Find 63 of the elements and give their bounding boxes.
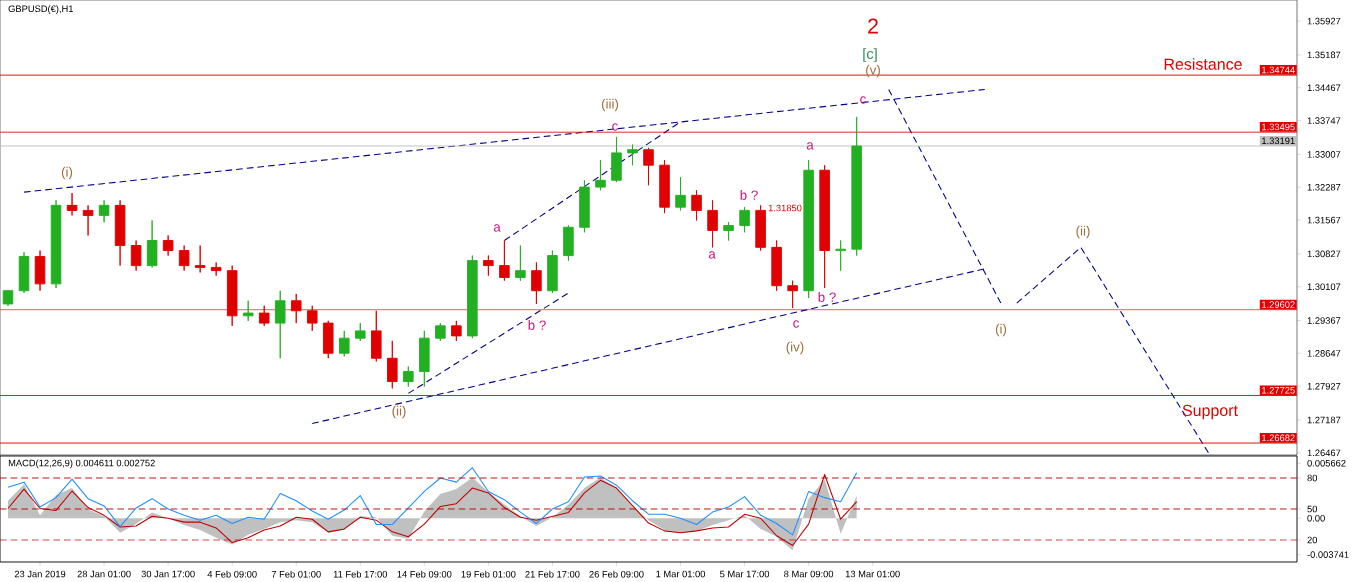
y-tick-label: 1.30827 (1307, 250, 1341, 258)
x-tick-label: 13 Mar 01:00 (845, 570, 900, 578)
y-tick-label: 20 (1307, 536, 1318, 544)
y-tick-label: -0.003741 (1307, 551, 1349, 558)
ref-line-label: 1.26682 (1262, 434, 1295, 442)
x-tick-label: 11 Feb 17:00 (333, 570, 388, 578)
y-tick-label: 1.34467 (1307, 84, 1341, 92)
annotation: (ii) (1076, 225, 1090, 239)
ref-line-label: 1.33191 (1262, 137, 1295, 145)
y-tick-label: 1.26467 (1307, 449, 1341, 457)
x-tick-label: 30 Jan 17:00 (141, 570, 195, 578)
y-tick-label: 1.30107 (1307, 283, 1341, 291)
annotation: a (493, 224, 501, 232)
y-tick-label: 50 (1307, 505, 1318, 513)
annotation: c (793, 320, 799, 328)
x-tick-label: 8 Mar 09:00 (784, 570, 834, 578)
x-tick-label: 1 Mar 01:00 (656, 570, 706, 578)
x-tick-label: 7 Feb 01:00 (271, 570, 321, 578)
annotation: a (806, 142, 814, 150)
chart-title: MACD(12,26,9) 0.004611 0.002752 (8, 459, 155, 469)
annotation: b ? (528, 320, 546, 330)
annotation: (i) (995, 323, 1007, 337)
y-tick-label: 1.35927 (1307, 17, 1341, 25)
annotation: b ? (818, 292, 836, 302)
y-tick-label: 1.27187 (1307, 416, 1341, 424)
x-tick-label: 21 Feb 17:00 (525, 570, 580, 578)
y-tick-label: 1.35187 (1307, 51, 1341, 59)
ref-line-label: 1.33495 (1262, 123, 1295, 131)
annotation: 2 (868, 18, 878, 34)
annotation: 1.31850 (768, 204, 802, 212)
annotation: (v) (866, 64, 880, 78)
y-tick-label: 1.28647 (1307, 350, 1341, 357)
y-tick-label: 1.32287 (1307, 183, 1341, 191)
x-tick-label: 26 Feb 09:00 (589, 570, 644, 578)
ref-line-label: 1.29602 (1262, 301, 1295, 308)
annotation: (iii) (601, 98, 619, 112)
y-tick-label: 80 (1307, 474, 1318, 482)
annotation: a (708, 251, 716, 259)
annotation: c (860, 96, 866, 104)
y-tick-label: 0.005662 (1307, 459, 1346, 467)
y-tick-label: 1.31567 (1307, 216, 1341, 224)
x-tick-label: 5 Mar 17:00 (720, 570, 770, 578)
x-tick-label: 14 Feb 09:00 (397, 570, 452, 578)
y-tick-label: 1.33007 (1307, 151, 1341, 158)
y-tick-label: 1.29367 (1307, 317, 1341, 324)
annotation: c (612, 123, 618, 131)
annotation: (i) (61, 166, 73, 180)
text: GBPUSD(€),H1 (8, 5, 73, 14)
x-tick-label: 19 Feb 01:00 (461, 570, 516, 578)
annotation: (ii) (392, 405, 406, 419)
annotation: [c] (863, 48, 877, 62)
x-tick-label: 28 Jan 01:00 (77, 570, 131, 578)
annotation: Support (1182, 404, 1238, 420)
x-tick-label: 23 Jan 2019 (14, 570, 66, 578)
annotation: (iv) (786, 341, 804, 355)
y-tick-label: 0.00 (1307, 514, 1325, 522)
ref-line-label: 1.27725 (1262, 386, 1295, 394)
x-tick-label: 4 Feb 09:00 (207, 570, 257, 578)
y-tick-label: 1.27927 (1307, 382, 1341, 390)
annotation: Resistance (1164, 58, 1242, 70)
annotation: b ? (740, 190, 758, 200)
ref-line-label: 1.34744 (1262, 66, 1295, 74)
y-tick-label: 1.33747 (1307, 117, 1341, 124)
